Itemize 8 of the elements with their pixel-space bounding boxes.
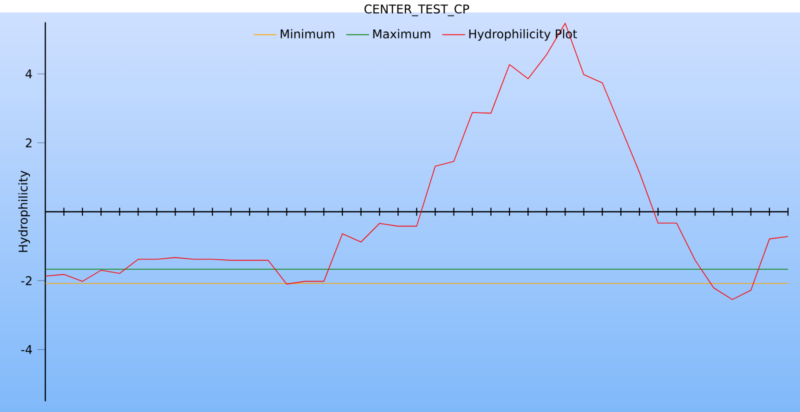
y-tick-label: 4 [26, 69, 32, 78]
y-tick-label: -2 [21, 276, 32, 285]
legend-label: Maximum [373, 29, 430, 38]
chart-title: CENTER_TEST_CP [364, 4, 470, 16]
y-axis-title: Hydrophilicity [18, 170, 30, 252]
y-tick-label: -4 [21, 345, 32, 354]
legend-label: Minimum [280, 29, 334, 38]
y-tick-label: 2 [26, 138, 32, 148]
